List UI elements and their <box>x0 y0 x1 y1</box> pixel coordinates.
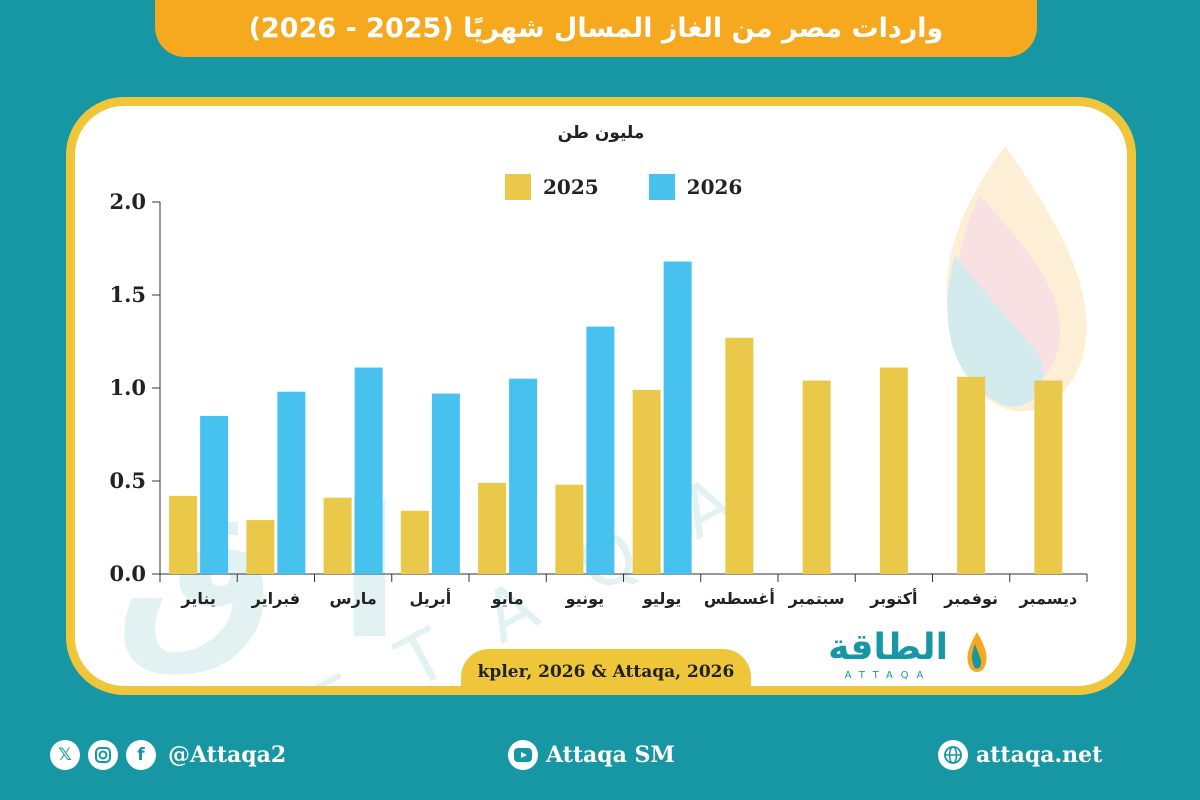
bar-2025 <box>478 482 507 574</box>
x-icon[interactable]: 𝕏 <box>50 740 80 770</box>
bar-chart: 0.0 0.5 1.0 1.5 2.0 يناير فبراير مارس أبريل مايو ي… <box>109 189 1088 608</box>
logo-drop-icon <box>967 632 987 672</box>
logo-latin-text: ATTAQA <box>844 670 932 681</box>
legend-swatch-2026 <box>648 174 675 200</box>
bar-2025 <box>632 389 661 574</box>
x-tick-label: ديسمبر <box>1019 589 1078 608</box>
bar-2025 <box>879 367 908 574</box>
x-tick-label: فبراير <box>251 589 300 608</box>
bar-2025 <box>169 495 198 574</box>
bar-2025 <box>323 497 352 574</box>
attaqa-logo: الطاقة ATTAQA <box>813 626 993 686</box>
bar-2026 <box>431 393 460 574</box>
source-label: kpler, 2026 & Attaqa, 2026 <box>461 649 751 686</box>
legend-swatch-2025 <box>505 174 531 200</box>
bar-2026 <box>509 378 538 574</box>
youtube-channel[interactable]: Attaqa SM <box>546 742 675 768</box>
bar-2025 <box>555 484 584 574</box>
globe-icon[interactable] <box>938 740 968 770</box>
bar-2025 <box>725 337 754 574</box>
bar-2026 <box>277 391 306 574</box>
footer: 𝕏 f @Attaqa2 Attaqa SM attaqa.net <box>0 730 1200 780</box>
x-tick-label: مايو <box>491 589 524 608</box>
unit-label: مليون طن <box>557 123 645 143</box>
bar-2025 <box>400 510 429 574</box>
bar-2026 <box>200 415 229 574</box>
footer-youtube: Attaqa SM <box>508 730 675 780</box>
bar-2026 <box>354 367 383 574</box>
x-tick-label: يونيو <box>565 589 605 608</box>
x-tick-label: نوفمبر <box>943 589 998 608</box>
bar-2025 <box>802 380 831 574</box>
bar-2025 <box>246 520 275 574</box>
x-tick-label: أبريل <box>410 588 452 608</box>
instagram-icon[interactable] <box>88 740 118 770</box>
y-tick-label: 0.5 <box>109 468 146 493</box>
legend-label-2025: 2025 <box>543 175 599 199</box>
chart-legend: 2025 2026 <box>505 172 742 202</box>
footer-social: 𝕏 f @Attaqa2 <box>50 730 286 780</box>
logo-arabic-text: الطاقة <box>828 627 948 668</box>
chart-title: واردات مصر من الغاز المسال شهريًا (2025 … <box>248 13 944 44</box>
legend-item-2026: 2026 <box>648 174 743 200</box>
y-tick-label: 2.0 <box>109 189 146 214</box>
x-tick-label: مارس <box>330 589 377 608</box>
y-tick-label: 1.0 <box>109 375 146 400</box>
bar-2026 <box>586 326 615 574</box>
x-tick-label: أكتوبر <box>869 588 917 608</box>
facebook-icon[interactable]: f <box>126 740 156 770</box>
social-handle[interactable]: @Attaqa2 <box>168 742 287 768</box>
bar-2025 <box>1034 380 1063 574</box>
x-tick-label: أغسطس <box>704 588 775 608</box>
legend-item-2025: 2025 <box>505 174 599 200</box>
legend-label-2026: 2026 <box>686 175 743 199</box>
x-tick-label: سبتمبر <box>788 589 845 608</box>
bar-2025 <box>957 376 986 574</box>
footer-website: attaqa.net <box>938 730 1102 780</box>
y-tick-label: 0.0 <box>109 561 146 586</box>
x-tick-label: يوليو <box>642 589 682 608</box>
website-link[interactable]: attaqa.net <box>976 742 1103 768</box>
y-tick-label: 1.5 <box>109 282 146 307</box>
bar-2026 <box>663 261 692 574</box>
youtube-icon[interactable] <box>508 740 538 770</box>
chart-card: ا ق ATTAQA مليون طن 2025 2026 0.00.51.01… <box>66 97 1136 695</box>
x-tick-label: يناير <box>180 589 216 608</box>
title-banner: واردات مصر من الغاز المسال شهريًا (2025 … <box>155 0 1037 57</box>
